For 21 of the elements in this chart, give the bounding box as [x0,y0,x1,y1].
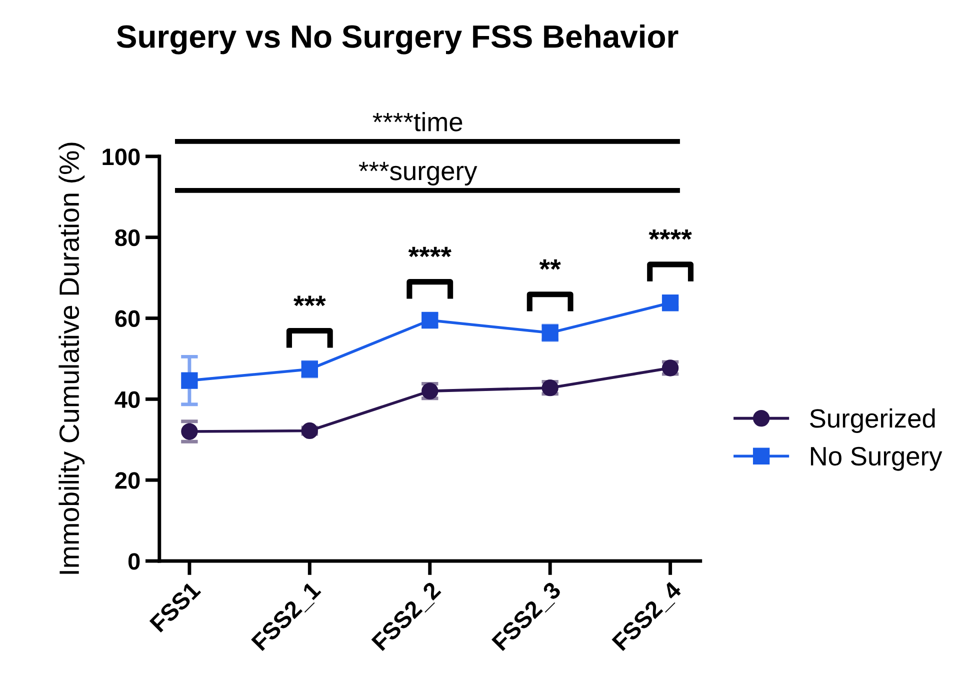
y-tick-label: 60 [115,310,140,328]
point [422,312,438,329]
legend-label: No Surgery [810,446,942,471]
annotation: *** [294,296,326,306]
annotation: **** [408,246,452,258]
y-axis-title: Immobility Cumulative Duration (%) [58,142,85,574]
point [662,294,679,312]
annotation: **** [648,229,692,240]
annotation: ** [539,259,561,270]
chart-title: Surgery vs No Surgery FSS Behavior [116,24,678,54]
y-tick-label: 80 [115,229,140,246]
point [301,422,318,440]
ref-line-label: ***surgery [358,162,478,186]
point [181,423,198,440]
y-tick-label: 100 [102,148,140,166]
point [181,372,198,389]
y-tick-label: 0 [128,553,140,570]
legend-label: Surgerized [810,408,935,434]
text: ****time [372,112,462,132]
y-tick-label: 40 [114,391,140,408]
y-tick-label: 20 [115,472,140,489]
